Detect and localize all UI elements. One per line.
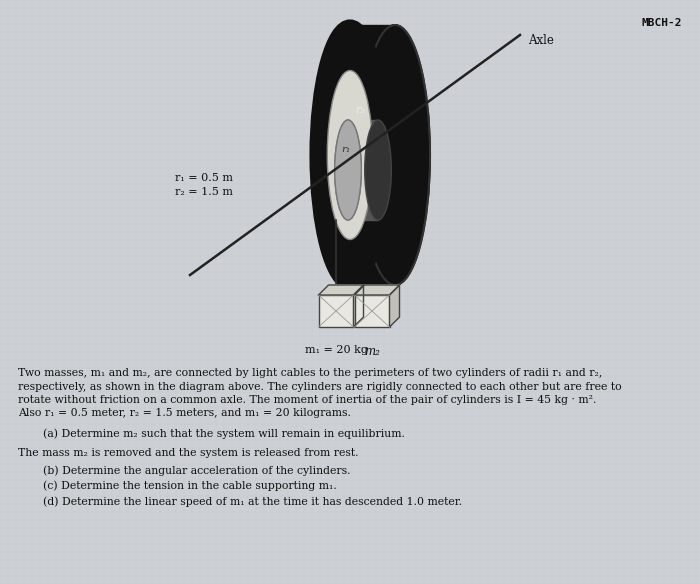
Ellipse shape: [315, 25, 385, 285]
Text: (c) Determine the tension in the cable supporting m₁.: (c) Determine the tension in the cable s…: [43, 481, 337, 491]
Text: Two masses, m₁ and m₂, are connected by light cables to the perimeters of two cy: Two masses, m₁ and m₂, are connected by …: [18, 368, 603, 378]
Polygon shape: [389, 285, 400, 327]
Text: The mass m₂ is removed and the system is released from rest.: The mass m₂ is removed and the system is…: [18, 447, 358, 457]
Polygon shape: [354, 285, 363, 327]
Polygon shape: [354, 285, 400, 295]
Text: respectively, as shown in the diagram above. The cylinders are rigidly connected: respectively, as shown in the diagram ab…: [18, 381, 622, 391]
Bar: [354, 295, 389, 327]
Bar: [318, 295, 354, 327]
Text: Axle: Axle: [528, 33, 554, 47]
Ellipse shape: [315, 25, 385, 285]
Text: m₁ = 20 kg: m₁ = 20 kg: [304, 345, 368, 355]
Text: r₁: r₁: [342, 145, 351, 155]
Text: r₂: r₂: [355, 105, 365, 115]
Text: rotate without friction on a common axle. The moment of inertia of the pair of c: rotate without friction on a common axle…: [18, 395, 596, 405]
Bar: [350, 25, 395, 285]
Text: m₂: m₂: [364, 345, 380, 358]
Ellipse shape: [365, 120, 391, 220]
Ellipse shape: [328, 71, 372, 239]
Ellipse shape: [315, 25, 385, 285]
Text: r₁ = 0.5 m: r₁ = 0.5 m: [175, 173, 233, 183]
Polygon shape: [348, 120, 378, 220]
Ellipse shape: [335, 120, 361, 220]
Text: (a) Determine m₂ such that the system will remain in equilibrium.: (a) Determine m₂ such that the system wi…: [43, 428, 405, 439]
Ellipse shape: [360, 25, 430, 285]
Text: Also r₁ = 0.5 meter, r₂ = 1.5 meters, and m₁ = 20 kilograms.: Also r₁ = 0.5 meter, r₂ = 1.5 meters, an…: [18, 408, 351, 419]
Text: r₂ = 1.5 m: r₂ = 1.5 m: [175, 187, 233, 197]
Ellipse shape: [335, 120, 361, 220]
Text: MBCH-2: MBCH-2: [641, 18, 682, 28]
Text: (d) Determine the linear speed of m₁ at the time it has descended 1.0 meter.: (d) Determine the linear speed of m₁ at …: [43, 496, 462, 506]
Text: (b) Determine the angular acceleration of the cylinders.: (b) Determine the angular acceleration o…: [43, 465, 351, 475]
Polygon shape: [318, 285, 363, 295]
Ellipse shape: [360, 25, 430, 285]
Polygon shape: [350, 25, 395, 285]
